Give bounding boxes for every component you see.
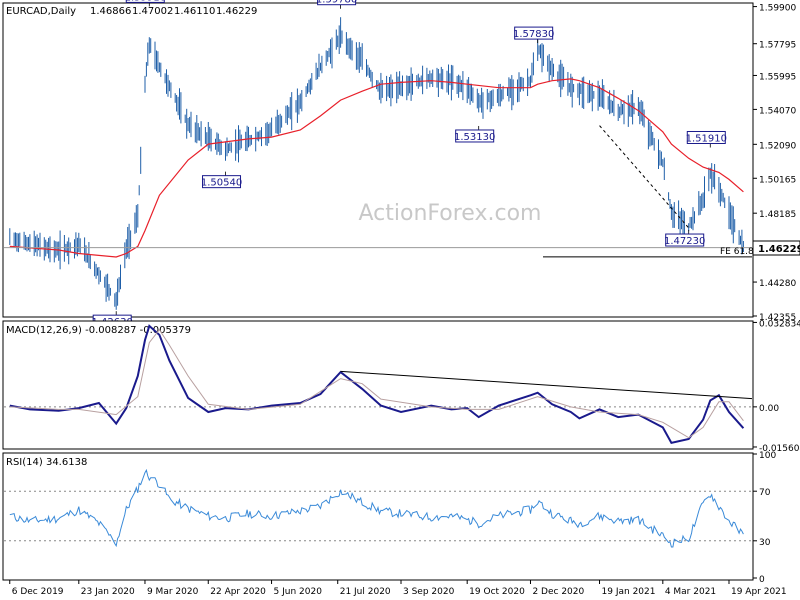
- price-trendline: [599, 125, 690, 229]
- macd-line: [9, 324, 745, 445]
- macd-trendline: [340, 370, 753, 400]
- x-axis: 6 Dec 2019 23 Jan 2020 9 Mar 2020 22 Apr 20…: [9, 580, 787, 597]
- x-tick-label: 6 Dec 2019: [12, 587, 64, 597]
- x-tick-label: 22 Apr 2020: [210, 587, 266, 597]
- watermark: ActionForex.com: [359, 201, 542, 226]
- x-tick-label: 9 Mar 2020: [147, 587, 199, 597]
- price-label-box: [455, 129, 495, 143]
- macd-y-tick-label: 0.032834: [759, 319, 800, 329]
- price-label-box: [514, 26, 554, 40]
- rsi-panel: RSI(14) 34.6138 100 70 30 0: [2, 451, 776, 585]
- rsi-label: RSI(14) 34.6138: [6, 457, 87, 468]
- rsi-y-tick-label: 100: [759, 451, 776, 461]
- macd-panel: MACD(12,26,9) -0.008287 -0.005379 0.0328…: [2, 319, 800, 454]
- rsi-y-axis: 100 70 30 0: [753, 451, 776, 585]
- rsi-y-tick-label: 0: [759, 575, 765, 585]
- price-lines: FE 61.8: [4, 78, 754, 258]
- macd-y-tick-label: -0.015604: [759, 444, 800, 454]
- price-y-tick-label: 1.44280: [759, 279, 796, 289]
- price-label-box: [317, 0, 357, 6]
- price-y-tick-label: 1.50165: [759, 175, 796, 185]
- price-y-tick-label: 1.54070: [759, 106, 796, 116]
- rsi-y-tick-label: 30: [759, 538, 771, 548]
- price-label-text: 1.53130: [454, 132, 495, 143]
- price-header-low: 1.46110: [174, 6, 215, 17]
- rsi-line: [9, 468, 744, 548]
- price-panel: ActionForex.com EURCAD,Daily 1.46866 1.4…: [2, 0, 800, 328]
- price-header-high: 1.47002: [132, 6, 173, 17]
- price-label-text: 1.57830: [513, 29, 554, 40]
- x-tick-label: 19 Apr 2021: [731, 587, 787, 597]
- price-label-text: 1.51910: [686, 133, 727, 144]
- macd-y-axis: 0.032834 0.00 -0.015604: [753, 319, 800, 454]
- price-header-symbol: EURCAD,Daily: [6, 6, 76, 17]
- price-label-box: [665, 233, 705, 247]
- price-label-box: [125, 0, 165, 3]
- x-tick-label: 5 Jun 2020: [274, 587, 323, 597]
- price-panel-frame: [2, 2, 754, 318]
- price-y-tick-label: 1.42355: [759, 313, 796, 323]
- price-y-tick-label: 1.52090: [759, 141, 796, 151]
- price-label-text: 1.59780: [316, 0, 357, 6]
- x-tick-label: 2 Dec 2020: [532, 587, 584, 597]
- price-y-axis: 1.59900 1.57795 1.55995 1.54070 1.52090 1.501…: [753, 4, 796, 323]
- rsi-y-tick-label: 70: [759, 488, 771, 498]
- price-y-tick-label: 1.57795: [759, 41, 796, 51]
- price-bars: [9, 17, 744, 310]
- price-y-tick-label: 1.55995: [759, 72, 796, 82]
- price-header-open: 1.46866: [90, 6, 131, 17]
- price-label-text: 1.47230: [664, 236, 705, 247]
- current-price-box: [752, 240, 800, 256]
- price-y-tick-label: 1.59900: [759, 4, 796, 14]
- fe-level-label: FE 61.8: [720, 247, 754, 257]
- rsi-panel-frame: [2, 452, 754, 581]
- macd-lines: [4, 324, 753, 445]
- price-label-text: 1.50540: [201, 178, 242, 189]
- price-y-tick-label: 1.48185: [759, 210, 796, 220]
- current-price-label: 1.46229: [758, 244, 800, 255]
- x-tick-label: 23 Jan 2020: [81, 587, 135, 597]
- macd-label: MACD(12,26,9) -0.008287 -0.005379: [6, 325, 191, 336]
- signal-line: [9, 328, 744, 439]
- price-label-text: 1.59910: [125, 0, 166, 3]
- price-label-box: [686, 130, 726, 144]
- x-tick-label: 4 Mar 2021: [665, 587, 716, 597]
- price-header-close: 1.46229: [216, 6, 257, 17]
- rsi-lines: [4, 468, 752, 548]
- price-label-box: [202, 175, 242, 189]
- x-tick-label: 19 Jan 2021: [602, 587, 656, 597]
- moving-average-line: [9, 78, 744, 258]
- macd-panel-frame: [2, 320, 754, 450]
- x-tick-label: 19 Oct 2020: [469, 587, 525, 597]
- x-tick-label: 21 Jul 2020: [340, 587, 391, 597]
- macd-y-tick-label: 0.00: [759, 404, 779, 414]
- x-tick-label: 3 Sep 2020: [403, 587, 455, 597]
